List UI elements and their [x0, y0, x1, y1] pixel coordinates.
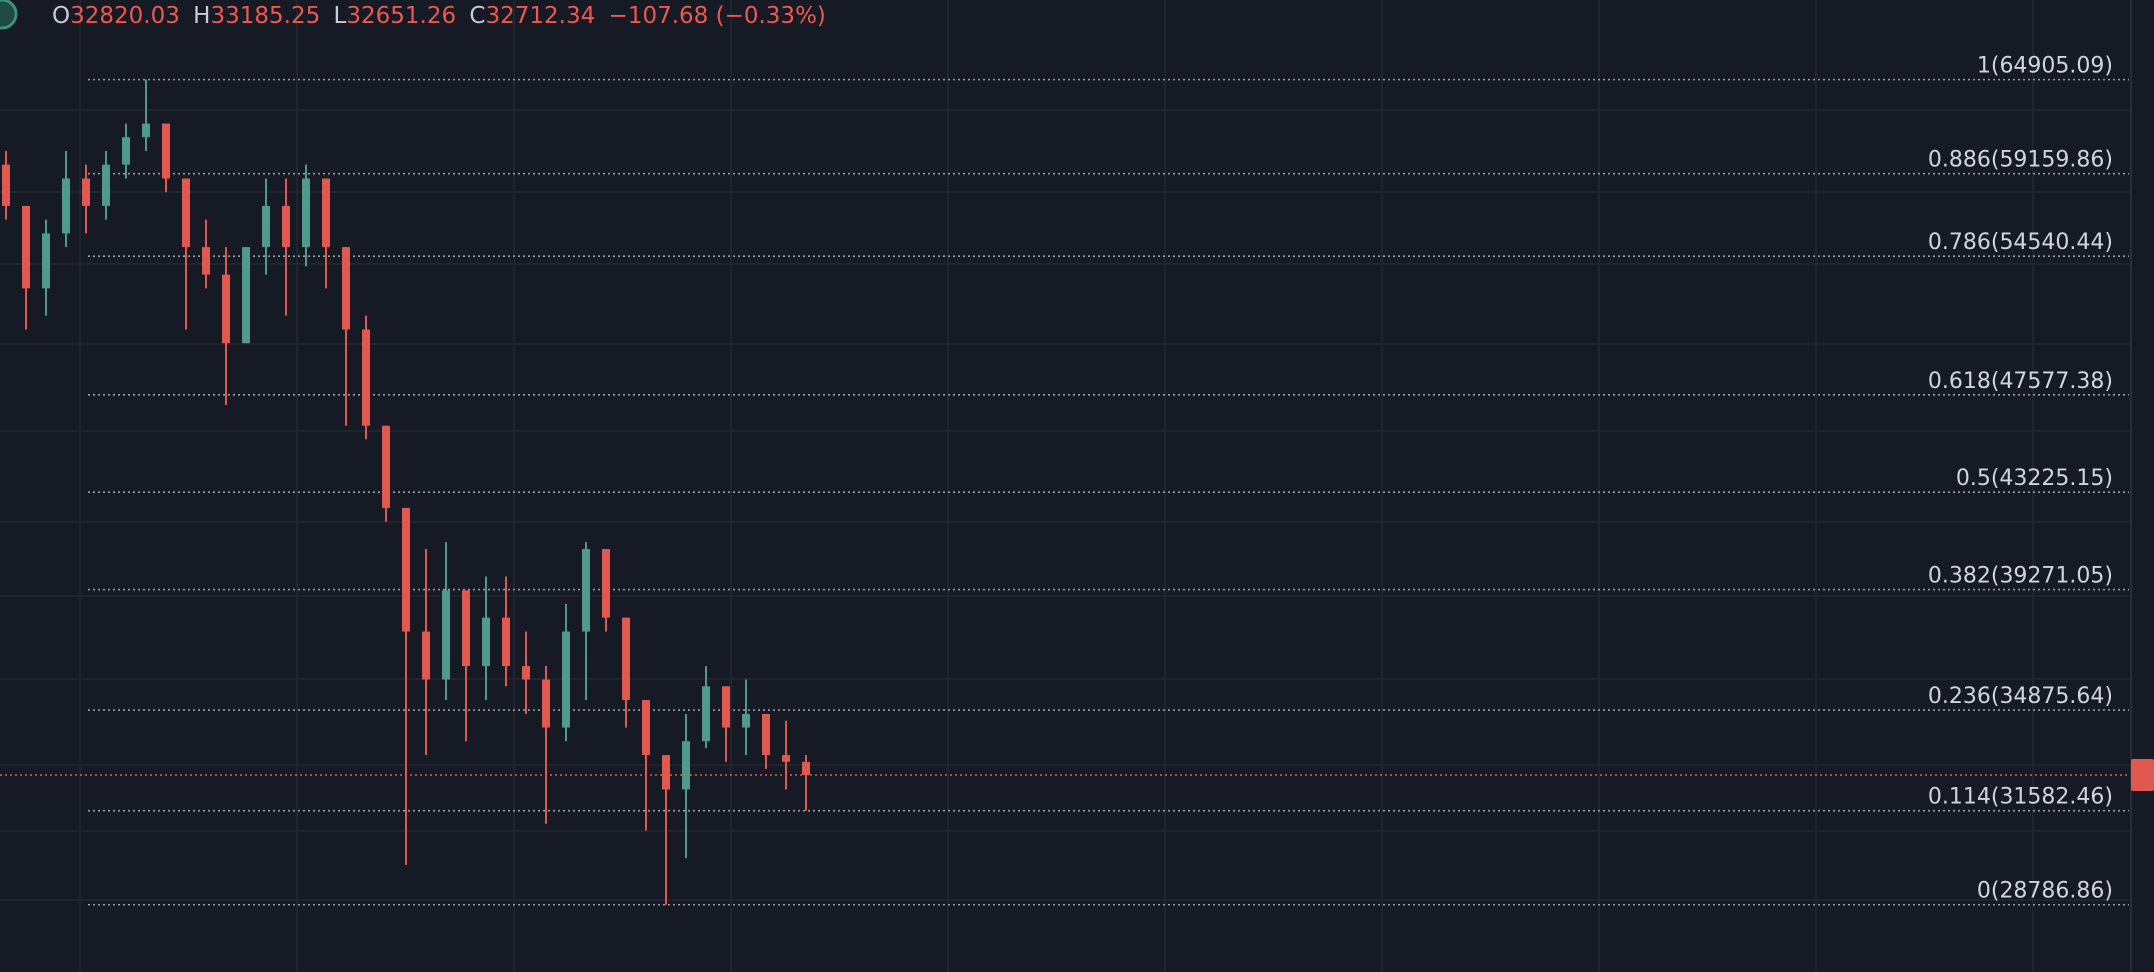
candle-body: [382, 425, 390, 508]
ohlc-header: O32820.03 H33185.25 L32651.26 C32712.34 …: [52, 3, 826, 29]
low-value: 32651.26: [346, 3, 456, 29]
candle-body: [542, 679, 550, 728]
candle-body: [682, 741, 690, 790]
fib-level-label: 0.236(34875.64): [1928, 684, 2113, 709]
open-value: 32820.03: [70, 3, 180, 29]
candle-body: [162, 123, 170, 179]
candle-body: [722, 686, 730, 728]
candle-body: [562, 631, 570, 728]
fib-level-label: 0.114(31582.46): [1928, 785, 2113, 810]
fib-level-label: 0.786(54540.44): [1928, 230, 2113, 255]
fib-level-label: 0.618(47577.38): [1928, 369, 2113, 394]
candle-body: [522, 666, 530, 680]
candle-body: [2, 164, 10, 206]
candle-body: [22, 205, 30, 289]
fib-level-label: 1(64905.09): [1977, 54, 2113, 79]
candle-body: [702, 686, 710, 742]
candle-body: [462, 590, 470, 667]
close-label: C: [469, 3, 485, 29]
candle-body: [42, 233, 50, 289]
candle-body: [102, 164, 110, 206]
candle-body: [322, 178, 330, 248]
fib-level-label: 0(28786.86): [1977, 879, 2113, 904]
candle-body: [142, 123, 150, 138]
candle-body: [602, 549, 610, 618]
candle-body: [362, 329, 370, 426]
high-value: 33185.25: [210, 3, 320, 29]
candle-body: [82, 178, 90, 206]
high-label: H: [193, 3, 210, 29]
candle-body: [802, 761, 810, 776]
candle-body: [342, 247, 350, 330]
candle-body: [642, 700, 650, 756]
open-label: O: [52, 3, 70, 29]
low-label: L: [334, 3, 347, 29]
fib-level-label: 0.5(43225.15): [1956, 466, 2113, 491]
candle-body: [662, 755, 670, 790]
change: −107.68 (−0.33%): [609, 3, 826, 29]
candle-body: [282, 205, 290, 248]
candle-body: [242, 247, 250, 344]
candle-body: [202, 247, 210, 275]
candle-body: [482, 617, 490, 667]
candle-body: [742, 713, 750, 728]
fib-level-label: 0.382(39271.05): [1928, 564, 2113, 589]
candle-body: [182, 178, 190, 248]
candle-body: [502, 617, 510, 667]
candle-body: [62, 178, 70, 234]
candle-body: [402, 507, 410, 632]
fib-level-label: 0.886(59159.86): [1928, 148, 2113, 173]
close-value: 32712.34: [485, 3, 595, 29]
current-price-tag: [2131, 759, 2154, 792]
candle-body: [122, 137, 130, 165]
candle-body: [262, 205, 270, 248]
candle-body: [762, 713, 770, 756]
candle-body: [582, 549, 590, 632]
candle-body: [222, 274, 230, 344]
candle-body: [442, 590, 450, 680]
candle-body: [422, 631, 430, 680]
candle-body: [302, 178, 310, 248]
candle-body: [782, 755, 790, 762]
status-icon[interactable]: [0, 0, 18, 30]
candle-body: [622, 617, 630, 701]
